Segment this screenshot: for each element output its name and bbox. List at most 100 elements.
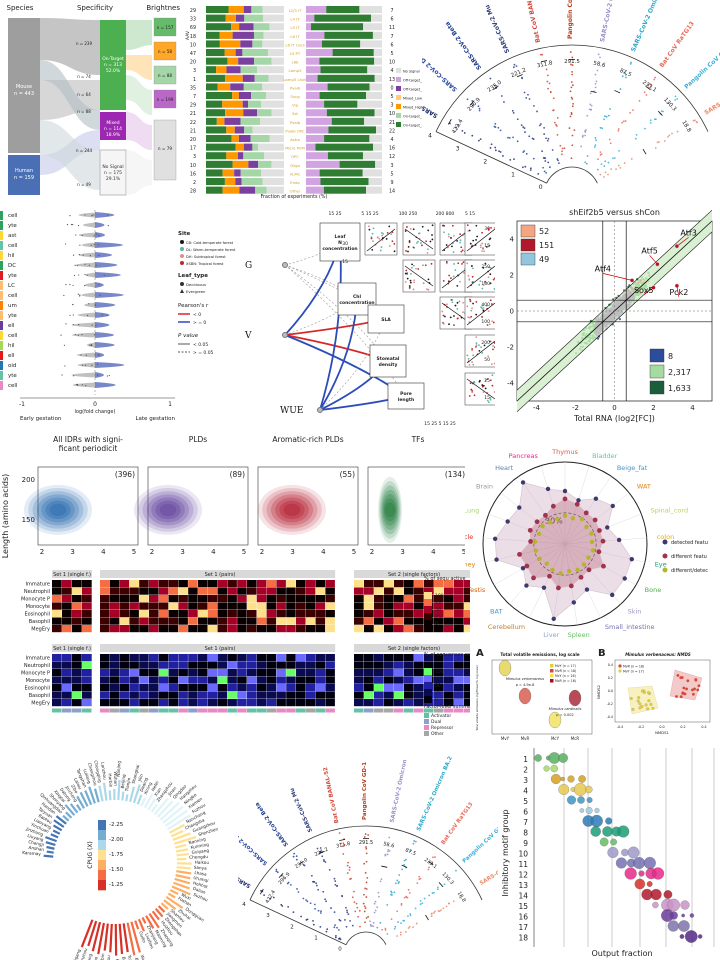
motif-dot xyxy=(586,797,593,803)
fan-point xyxy=(403,864,406,866)
fan-point xyxy=(539,124,541,127)
split-violin-panel: cell yte ast cell hil DC yte LC cell um yte ell cell… xyxy=(0,205,240,425)
fan-variant-label: Bat CoV BANAL-52 xyxy=(323,766,341,823)
violin-right xyxy=(95,322,110,328)
y-tick: 16 xyxy=(518,913,528,922)
fan-point xyxy=(622,120,625,123)
mini-scatter-point xyxy=(475,336,478,339)
heatmap-active-cell xyxy=(100,602,110,610)
violin-point xyxy=(79,294,81,296)
fraction-bar-segment xyxy=(263,31,284,39)
fan-point xyxy=(674,99,677,101)
flow-count: n = 49 xyxy=(77,182,91,187)
heatmap-active-cell xyxy=(129,587,139,595)
heatmap-active-cell xyxy=(305,602,316,610)
circular-bar xyxy=(55,815,67,825)
fan-violin xyxy=(599,119,698,178)
fan-median xyxy=(278,873,284,878)
fan-point xyxy=(432,856,434,859)
violin-left xyxy=(71,322,95,328)
nmds-point xyxy=(683,692,687,696)
radar-spoke xyxy=(488,513,566,545)
radar-point-ratio xyxy=(532,539,538,544)
heatmap-repressed-cell xyxy=(305,676,316,684)
mini-scatter-point xyxy=(481,385,484,388)
row-count-left: 22 xyxy=(190,120,196,126)
heatmap-active-cell xyxy=(158,625,169,633)
fan-point xyxy=(569,115,572,118)
factor-strip xyxy=(374,708,384,713)
fan-point xyxy=(347,861,350,864)
mini-scatter-point xyxy=(489,398,492,401)
fan-point xyxy=(412,842,415,845)
fan-axis-tick: 1 xyxy=(511,171,515,178)
motif-dot-chart: Inhibitory motif group123456789101112131… xyxy=(501,748,715,958)
fraction-bar-segment xyxy=(264,152,284,160)
fan-point xyxy=(416,882,419,884)
specificity-pct: 18.9% xyxy=(106,132,121,138)
heatmap-repressed-cell xyxy=(434,684,444,692)
heatmap-active-cell xyxy=(404,625,414,633)
rna-point xyxy=(590,336,594,339)
heatmap-active-cell xyxy=(276,617,286,625)
row-count-right: 3 xyxy=(390,163,393,169)
fan-point xyxy=(430,915,433,917)
mini-scatter-point xyxy=(489,273,492,276)
rna-point xyxy=(611,317,614,320)
specificity-pct: 29.1% xyxy=(106,176,121,182)
fraction-bar-segment xyxy=(234,126,245,134)
fan-point xyxy=(359,925,361,928)
heatmap-repressed-cell xyxy=(72,676,82,684)
fan-point xyxy=(649,119,652,122)
mini-scatter-point xyxy=(415,267,417,270)
heatmap-active-cell xyxy=(52,625,62,633)
fan-point xyxy=(523,91,526,94)
density-contour xyxy=(41,497,75,523)
fan-point xyxy=(568,127,571,130)
circular-bar xyxy=(145,915,155,929)
heatmap-active-cell xyxy=(354,617,364,625)
heatmap-repressed-cell xyxy=(414,654,424,662)
fraction-bar-segment xyxy=(234,169,241,177)
heatmap-active-cell xyxy=(168,587,179,595)
fan-point xyxy=(528,135,531,138)
city-label: Shanghai xyxy=(131,764,141,784)
fraction-bar-segment xyxy=(327,83,370,91)
network-node xyxy=(317,407,323,413)
motif-dot xyxy=(550,764,558,773)
heatmap-repressed-cell xyxy=(276,684,286,692)
violin-point xyxy=(94,304,96,306)
heatmap-repressed-cell xyxy=(354,669,364,677)
violin-right xyxy=(95,232,106,238)
fan-point xyxy=(442,907,445,910)
heatmap-repressed-cell xyxy=(158,676,169,684)
radar-tissue-label: Small_intestine xyxy=(605,623,655,631)
heatmap-repressed-cell xyxy=(52,699,62,707)
heatmap-repressed-cell xyxy=(100,654,110,662)
colorbar-tick: -1.75 xyxy=(109,852,124,858)
mini-scatter-point xyxy=(479,280,482,282)
factor-strip xyxy=(354,708,364,713)
fan-median xyxy=(493,85,499,91)
y-axis-label: Inhibitory motif group xyxy=(501,809,510,896)
radar-tissue-label: Bladder xyxy=(592,452,617,460)
fan-point xyxy=(580,145,583,148)
row-label: ast xyxy=(8,233,17,239)
fraction-bar-segment xyxy=(235,143,244,151)
fraction-bar-segment xyxy=(357,100,382,108)
fraction-bar-segment xyxy=(306,14,315,22)
fraction-bar-segment xyxy=(261,100,284,108)
row-count-left: 47 xyxy=(190,51,196,57)
density-contour xyxy=(32,491,84,529)
colorbar-segment xyxy=(98,820,106,831)
fan-point xyxy=(419,899,422,902)
motif-dot xyxy=(684,930,698,943)
fan-point xyxy=(428,866,430,869)
y-tick: 4 xyxy=(523,787,528,796)
fan-point xyxy=(621,121,624,124)
heatmap-repressed-cell xyxy=(325,661,335,669)
rna-point xyxy=(579,345,583,348)
fan-point xyxy=(544,157,547,160)
mini-scatter-point xyxy=(487,227,490,230)
